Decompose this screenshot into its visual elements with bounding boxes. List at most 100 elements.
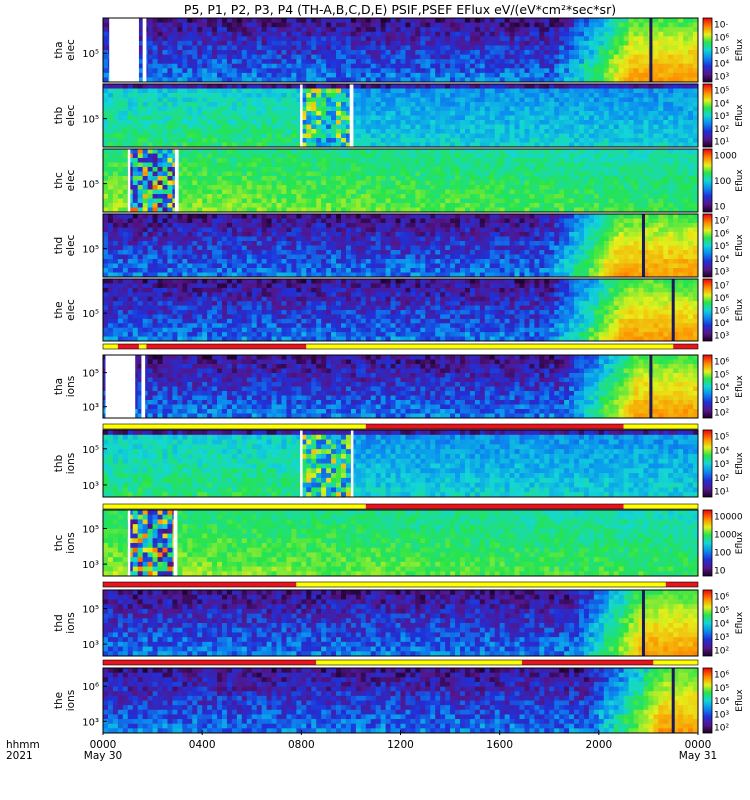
date-label-start: May 30 <box>84 750 122 762</box>
colorbar-tick-label: 10² <box>714 647 729 657</box>
colorbar-tick-label: 10¹ <box>714 488 729 498</box>
panels: thaelec 10⁵ 10· 10⁶ 10⁵ 10⁴ 10³ Eflux thbelec 10⁵… <box>53 17 745 734</box>
spike-line <box>641 214 645 277</box>
colorbar-tick-label: 10³ <box>714 268 729 278</box>
mode-bar-segment <box>103 660 317 665</box>
colorbar-tick-label: 10³ <box>714 112 729 122</box>
spectrogram-tha-elec <box>103 18 699 83</box>
colorbar-label: Eflux <box>735 298 745 321</box>
mode-bar-segment <box>365 424 624 429</box>
colorbar-tick-label: 10⁴ <box>714 383 729 393</box>
colorbar <box>702 278 713 342</box>
colorbar-tick-label: 10² <box>714 474 729 484</box>
mode-bar-segment <box>117 344 139 349</box>
colorbar-tick-label: 10· <box>714 21 728 31</box>
colorbar-tick-label: 100 <box>714 177 731 187</box>
data-gap <box>174 149 179 212</box>
colorbar-label: Eflux <box>735 169 745 192</box>
panel-label: thcelec <box>53 169 77 191</box>
colorbar-tick-label: 10⁵ <box>714 684 729 694</box>
mode-bars <box>102 343 699 666</box>
y-tick-label: 10³ <box>82 403 99 414</box>
spectrogram-the-elec <box>103 279 699 342</box>
colorbar-tick-label: 10⁴ <box>714 60 729 70</box>
mode-bar <box>102 423 699 430</box>
colorbar-tick-label: 10⁴ <box>714 697 729 707</box>
colorbar-tick-label: 10³ <box>714 633 729 643</box>
mode-bar-segment <box>623 504 698 509</box>
y-tick-label: 10⁵ <box>82 309 99 320</box>
panel-label: thcions <box>53 532 77 553</box>
date-label-end: May 31 <box>679 750 717 762</box>
mode-bar-segment <box>306 344 674 349</box>
colorbar-tick-label: 10⁵ <box>714 433 729 443</box>
panel-frame <box>102 17 699 83</box>
spike-line <box>671 668 675 733</box>
data-gap <box>127 149 131 212</box>
panel-label: thbelec <box>53 104 77 126</box>
colorbar-tick-label: 10⁵ <box>714 47 729 57</box>
colorbar-tick-label: 10³ <box>714 396 729 406</box>
panel-thd-elec: thdelec 10⁵ 10⁷ 10⁶ 10⁵ 10⁴ 10³ Eflux <box>53 213 745 278</box>
spectrogram-thd-elec <box>103 214 699 278</box>
colorbar-tick-label: 10³ <box>714 710 729 720</box>
colorbar-label: Eflux <box>735 611 745 634</box>
data-gap <box>350 430 354 497</box>
panel-frame <box>102 589 699 657</box>
mode-bar-segment <box>623 424 698 429</box>
colorbar-label: Eflux <box>735 452 745 475</box>
data-gap <box>105 355 136 418</box>
data-gap <box>142 18 147 82</box>
mode-bar-segment <box>103 344 118 349</box>
colorbar-label: Eflux <box>735 234 745 257</box>
data-gap <box>300 84 303 147</box>
mode-bar <box>102 343 699 350</box>
x-tick-label: 0000 <box>90 739 117 751</box>
panel-label: thaelec <box>53 39 77 61</box>
panel-frame <box>102 354 699 419</box>
spectrogram-thc-ions <box>103 510 699 577</box>
panel-label: theions <box>53 690 77 711</box>
y-tick-label: 10⁵ <box>82 245 99 256</box>
colorbar-tick-label: 10⁶ <box>714 229 729 239</box>
colorbar-tick-label: 10⁴ <box>714 99 729 109</box>
spike-line <box>649 355 653 418</box>
y-tick-label: 10⁶ <box>82 682 99 693</box>
mode-bar <box>102 503 699 510</box>
panel-tha-ions: thaions 10⁵ 10³ 10⁶ 10⁵ 10⁴ 10³ 10² Eflux <box>53 354 745 419</box>
spectrogram-the-ions <box>103 668 699 734</box>
colorbar-tick-label: 10⁴ <box>714 255 729 265</box>
x-tick-label: 1200 <box>387 739 414 751</box>
spike-line <box>649 18 653 82</box>
colorbar-tick-label: 10² <box>714 409 729 419</box>
colorbar <box>702 213 713 278</box>
colorbar-tick-label: 100 <box>714 549 731 559</box>
mode-bar-segment <box>365 504 624 509</box>
mode-bar-segment <box>146 344 307 349</box>
chart-title: P5, P1, P2, P3, P4 (TH-A,B,C,D,E) PSIF,P… <box>184 2 616 17</box>
x-row-label: hhmm <box>6 739 40 751</box>
colorbar-tick-label: 10¹ <box>714 138 729 148</box>
spike-line <box>671 279 675 341</box>
colorbar-tick-label: 10⁵ <box>714 370 729 380</box>
panel-frame <box>102 83 699 148</box>
colorbar-tick-label: 10 <box>714 203 726 213</box>
spectrogram-thb-ions <box>103 430 699 498</box>
panel-thb-elec: thbelec 10⁵ 10⁵ 10⁴ 10³ 10² 10¹ Eflux <box>53 83 745 148</box>
colorbar-label: Eflux <box>735 104 745 127</box>
panel-frame <box>102 429 699 498</box>
x-tick-label: 0000 <box>685 739 712 751</box>
y-tick-label: 10³ <box>82 481 99 492</box>
colorbar-tick-label: 10³ <box>714 73 729 83</box>
mode-bar-segment <box>673 344 698 349</box>
y-tick-label: 10⁵ <box>82 445 99 456</box>
mode-bar-segment <box>103 582 297 587</box>
colorbar <box>702 509 713 577</box>
mode-bar-segment <box>316 660 522 665</box>
colorbar-tick-label: 10⁵ <box>714 307 729 317</box>
panel-frame <box>102 213 699 278</box>
y-tick-label: 10³ <box>82 717 99 728</box>
data-gap <box>349 84 354 147</box>
